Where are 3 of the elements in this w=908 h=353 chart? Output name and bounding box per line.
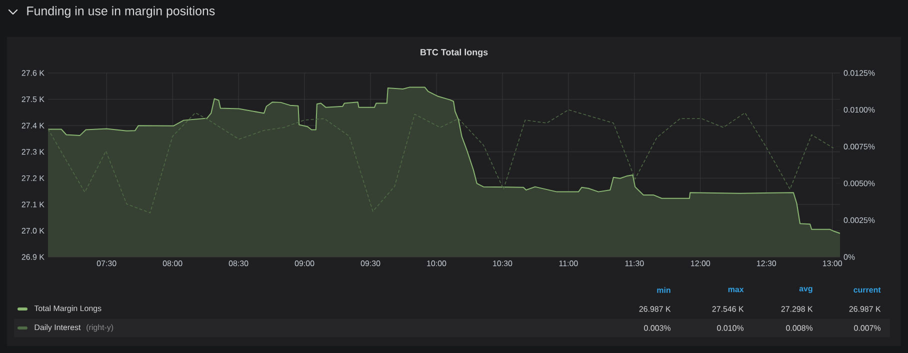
line-series <box>48 109 834 214</box>
chart-title: Funding in use in margin positions <box>27 6 215 18</box>
chart-subtitle: BTC Total longs <box>420 48 488 58</box>
